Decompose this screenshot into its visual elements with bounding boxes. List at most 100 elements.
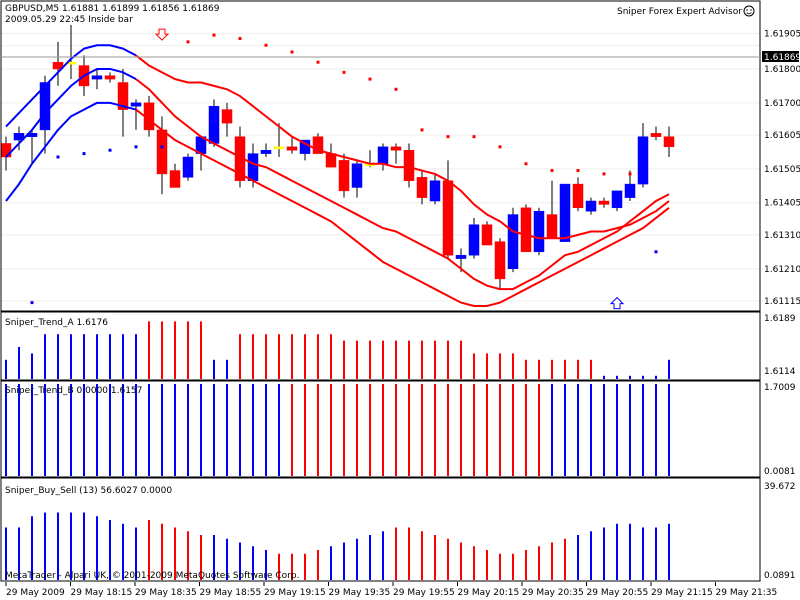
time-label: 29 May 2009 [6,588,65,598]
trailing-dot [238,36,242,40]
trailing-dot [654,250,658,254]
trailing-dot [264,43,268,47]
candle-body [390,146,402,151]
smiley-mouth [746,12,752,15]
candle-body [39,82,51,131]
buy-sell-title: Sniper_Buy_Sell (13) 56.6027 0.0000 [5,486,172,496]
candle-body [312,136,324,154]
trailing-dot [524,162,528,166]
sniper-trend-a-panel[interactable] [5,321,670,379]
trailing-dot [186,40,190,44]
candle-body [533,210,545,253]
smiley-eye-right [750,9,752,11]
candle-body [637,136,649,185]
symbol-line: GBPUSD,M5 1.61881 1.61899 1.61856 1.6186… [5,4,220,14]
candle-body [338,160,350,192]
time-label: 29 May 21:15 [651,588,713,598]
time-axis: 29 May 2009 29 May 18:15 29 May 18:35 29 Ma… [5,582,778,598]
trend-a-title: Sniper_Trend_A 1.6176 [5,318,108,328]
candle-body [429,180,441,202]
buy-sell-scale-top: 39.672 [764,482,796,492]
middle-band-bull [5,67,137,158]
trend-b-frame [0,380,761,478]
candle-body [520,207,532,253]
candle-body [442,180,454,256]
price-tick: 1.61800 [764,65,800,75]
candle-body [611,190,623,209]
candle-body [130,102,142,107]
buy-sell-frame [0,477,761,582]
price-tick: 1.61405 [764,199,800,209]
candle-body [104,75,116,80]
sniper-trend-b-panel[interactable] [5,384,670,476]
candle-body [117,82,129,110]
price-axis: 1.61905 1.61800 1.61700 1.61605 1.61505 1.614… [764,29,800,307]
down-arrow-icon [154,28,170,41]
candle-body [208,105,220,144]
buy-sell-scale-bottom: 0.0891 [764,571,796,581]
candle-body [351,163,363,188]
time-label: 29 May 20:15 [458,588,520,598]
trailing-dot [316,60,320,64]
trailing-dot [108,148,112,152]
candle-body [52,61,64,70]
trailing-dot [446,135,450,139]
candle-body [325,153,337,168]
smiley-eye-left [746,9,748,11]
candle-body [585,200,597,212]
signal-arrows [154,28,625,310]
trailing-dot [160,145,164,149]
trend-b-scale-top: 1.7009 [764,383,796,393]
trailing-dot [30,301,34,305]
trend-a-scale-top: 1.6189 [764,314,796,324]
trailing-dot [342,70,346,74]
price-tick: 1.61905 [764,29,800,39]
candle-body [416,177,428,198]
price-tick: 1.61210 [764,265,800,275]
trailing-dot [290,50,294,54]
trailing-dot [420,128,424,132]
trend-a-frame [0,311,761,381]
candle-body [572,183,584,209]
time-label: 29 May 20:55 [587,588,649,598]
trailing-dot [576,169,580,173]
candle-body [377,146,389,165]
trailing-dot [82,152,86,156]
candle-body [559,183,571,242]
time-label: 29 May 18:35 [135,588,197,598]
trailing-dot [134,145,138,149]
smiley-icon[interactable] [743,5,755,17]
price-tick: 1.61505 [764,165,800,175]
trailing-dot [472,135,476,139]
price-tick: 1.61310 [764,231,800,241]
time-label: 29 May 21:35 [716,588,778,598]
time-label: 29 May 18:15 [71,588,133,598]
trend-a-scale-bottom: 1.6114 [764,367,796,377]
price-tick: 1.61605 [764,131,800,141]
candle-body [494,241,506,280]
price-tick: 1.61115 [764,297,800,307]
trailing-dot [498,145,502,149]
upper-band-bull [5,44,137,128]
current-price-label: 1.61869 [764,53,800,63]
sniper-buy-sell-panel[interactable] [5,512,670,581]
candle-body [273,146,285,150]
trailing-dot [628,172,632,176]
candle-body [455,254,467,259]
trailing-dot [550,169,554,173]
candle-body [481,224,493,246]
middle-band-bear [135,78,670,291]
time-label: 29 May 19:35 [329,588,391,598]
candle-body [91,75,103,80]
candle-body [546,214,558,239]
candle-body [598,200,610,205]
upper-band-bear [135,54,670,240]
info-line: 2009.05.29 22:45 Inside bar [5,15,133,25]
up-arrow-icon [609,296,625,310]
envelope-bands [5,44,670,307]
candle-body [182,156,194,178]
candle-body [169,170,181,188]
main-panel-frame [0,0,761,312]
